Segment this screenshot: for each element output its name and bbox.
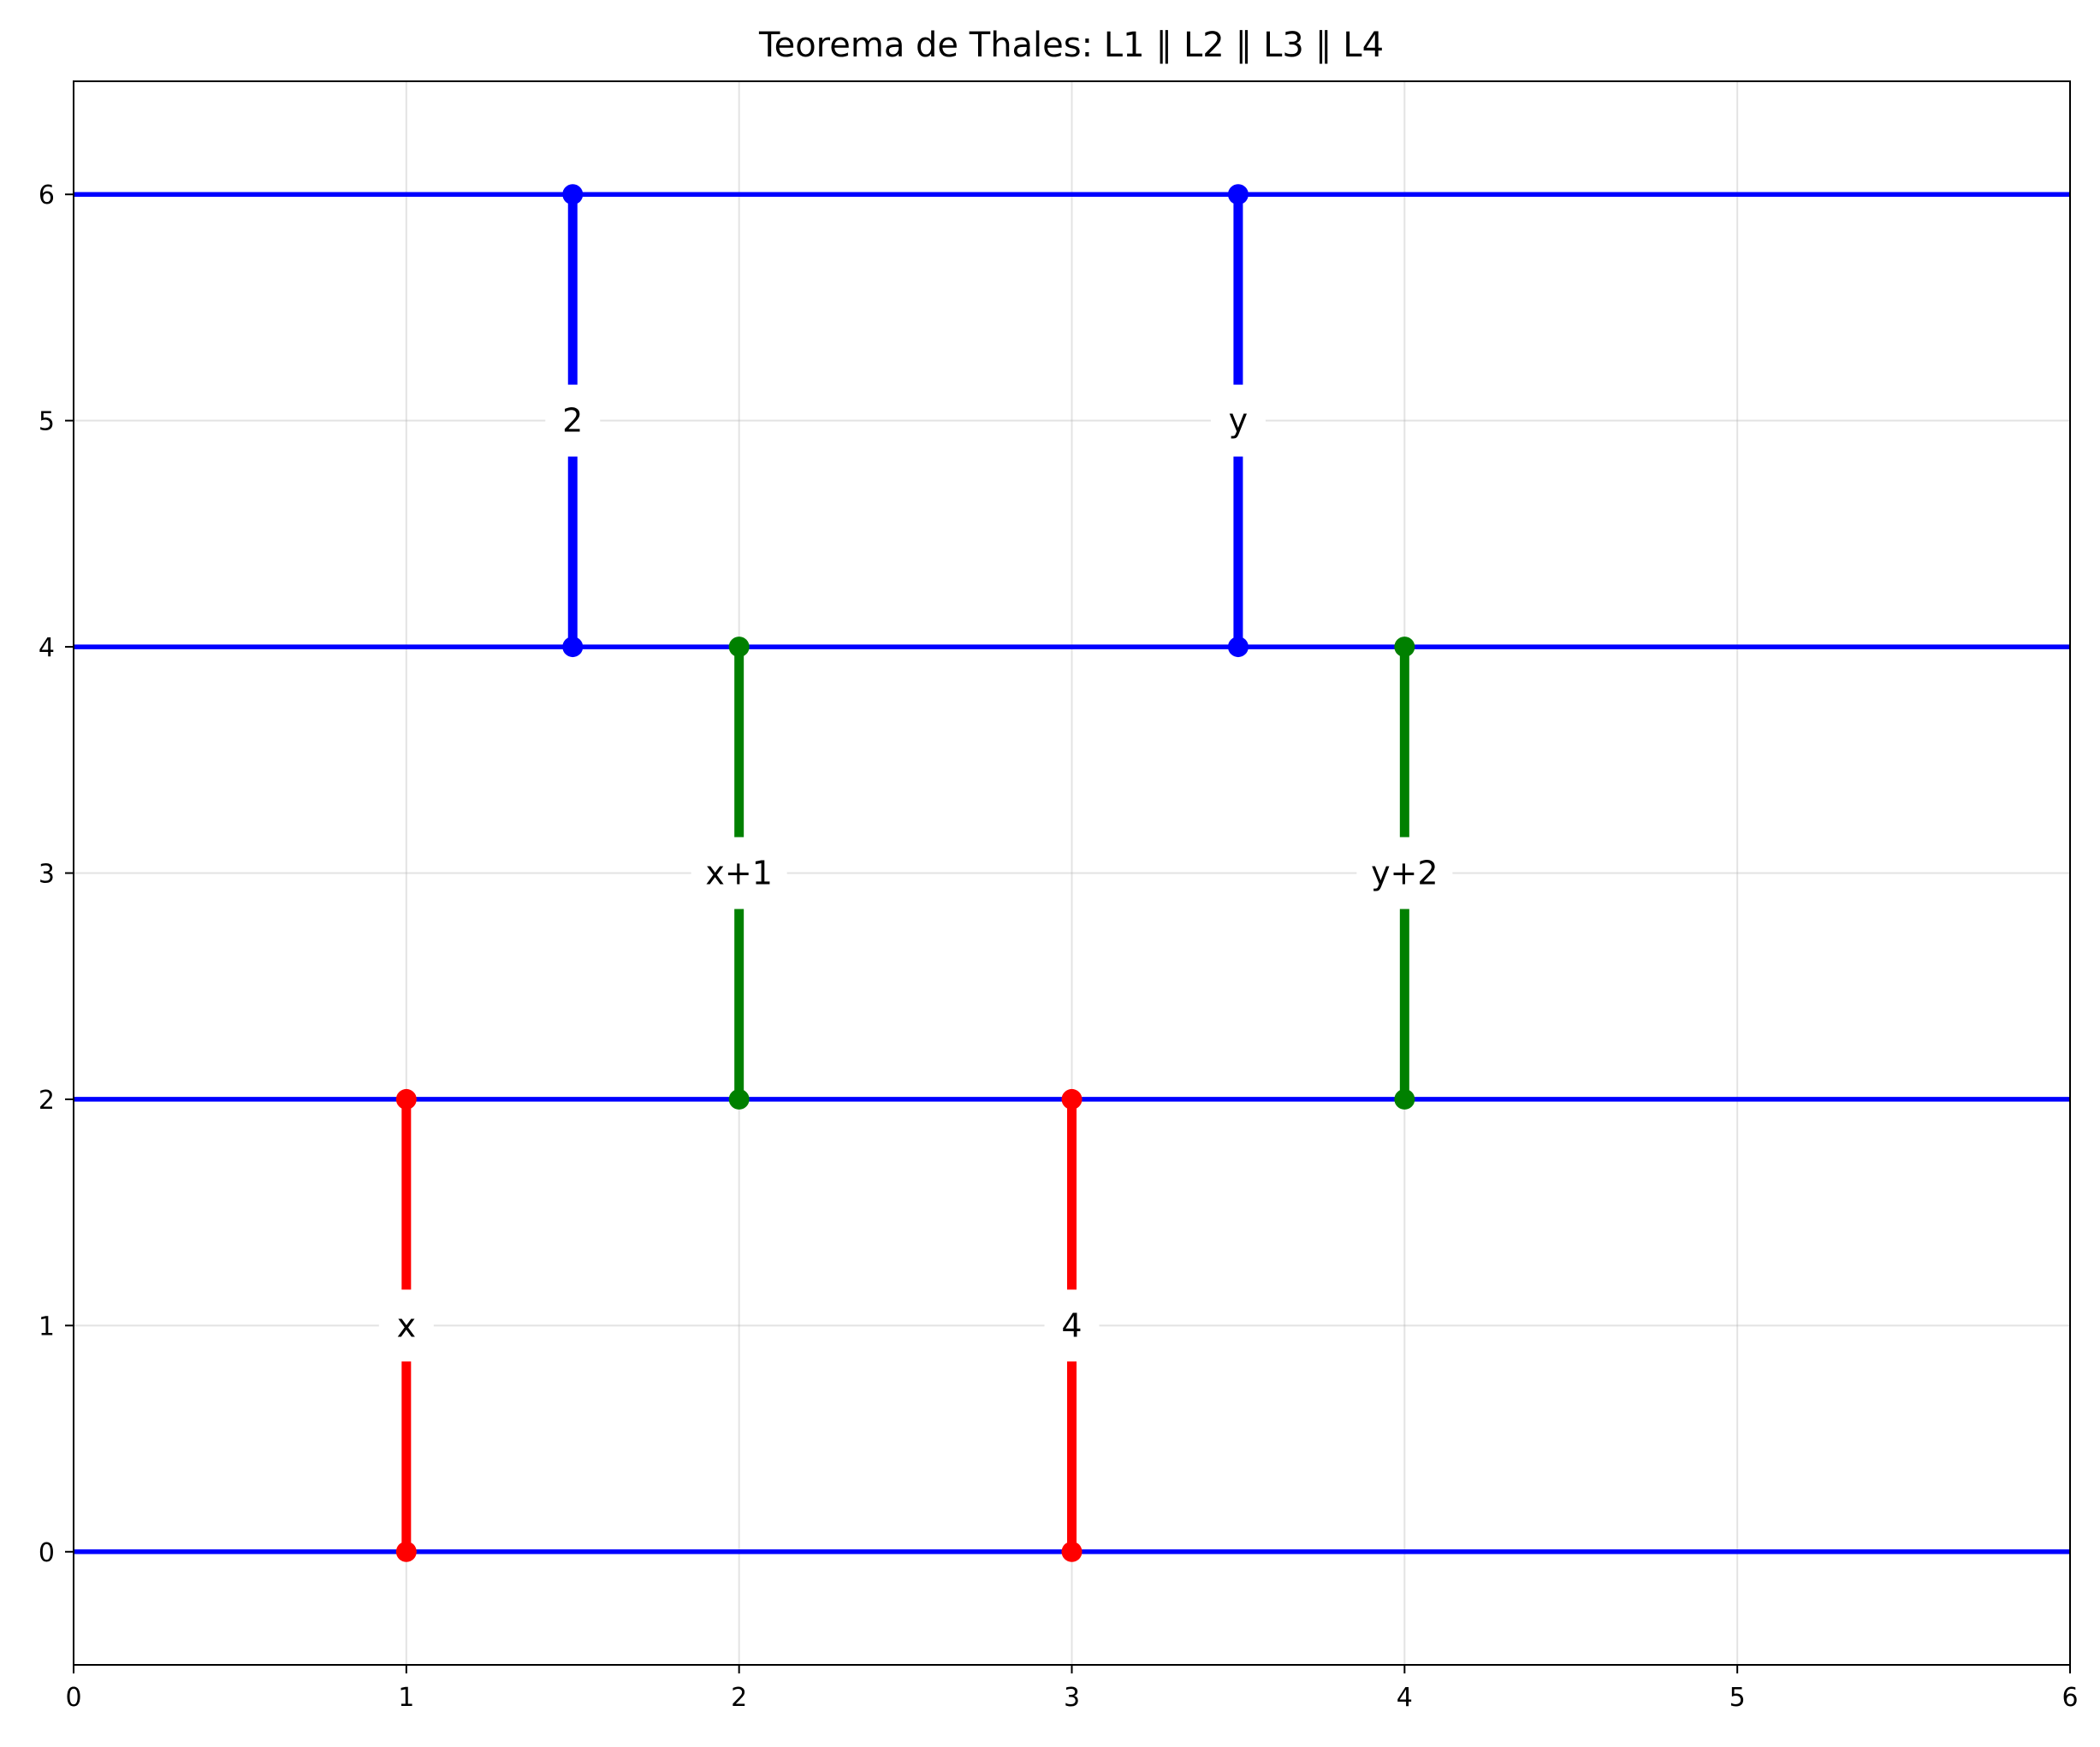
y-tick-label: 3	[39, 860, 55, 890]
segment-endpoint	[728, 1088, 750, 1110]
y-tick-label: 0	[39, 1538, 55, 1568]
axis-ticks: 0 1 2 3 4 5 6 0 1 2 3 4 5 6	[39, 181, 2079, 1713]
segment-label: x	[397, 1306, 417, 1344]
segment-endpoint	[1227, 637, 1249, 658]
x-tick-label: 5	[1729, 1683, 1746, 1713]
x-tick-label: 4	[1397, 1683, 1413, 1713]
segment-label-background	[1044, 1289, 1100, 1362]
segment-label: x+1	[705, 855, 773, 892]
segment-label-background	[378, 1289, 434, 1362]
segment-label: y	[1229, 402, 1249, 440]
segment-endpoint	[395, 1088, 417, 1110]
segment-endpoint	[1227, 184, 1249, 205]
segment-endpoint	[1061, 1088, 1083, 1110]
y-tick-label: 4	[39, 633, 55, 663]
segment-endpoint	[562, 184, 584, 205]
chart-title: Teorema de Thales: L1 ∥ L2 ∥ L3 ∥ L4	[758, 26, 1384, 65]
segment-label-background	[1356, 837, 1453, 909]
segment-endpoint	[1394, 637, 1415, 658]
segments: x 4 x+1 y+2 2 y	[378, 184, 1453, 1562]
segment-endpoint	[728, 637, 750, 658]
x-tick-label: 1	[398, 1683, 414, 1713]
segment-endpoint	[1061, 1541, 1083, 1562]
segment-label-background	[691, 837, 787, 909]
x-tick-label: 3	[1064, 1683, 1080, 1713]
segment-label: y+2	[1371, 855, 1439, 892]
y-tick-label: 6	[39, 181, 55, 210]
y-tick-label: 1	[39, 1312, 55, 1341]
x-tick-label: 0	[65, 1683, 81, 1713]
x-tick-label: 2	[731, 1683, 747, 1713]
segment-label-background	[545, 384, 601, 457]
y-tick-label: 2	[39, 1086, 55, 1116]
segment-endpoint	[1394, 1088, 1415, 1110]
segment-label: 4	[1061, 1306, 1082, 1344]
segment-label-background	[1210, 384, 1266, 457]
segment-label: 2	[562, 402, 583, 440]
segment-endpoint	[395, 1541, 417, 1562]
x-tick-label: 6	[2061, 1683, 2078, 1713]
segment-endpoint	[562, 637, 584, 658]
y-tick-label: 5	[39, 407, 55, 437]
